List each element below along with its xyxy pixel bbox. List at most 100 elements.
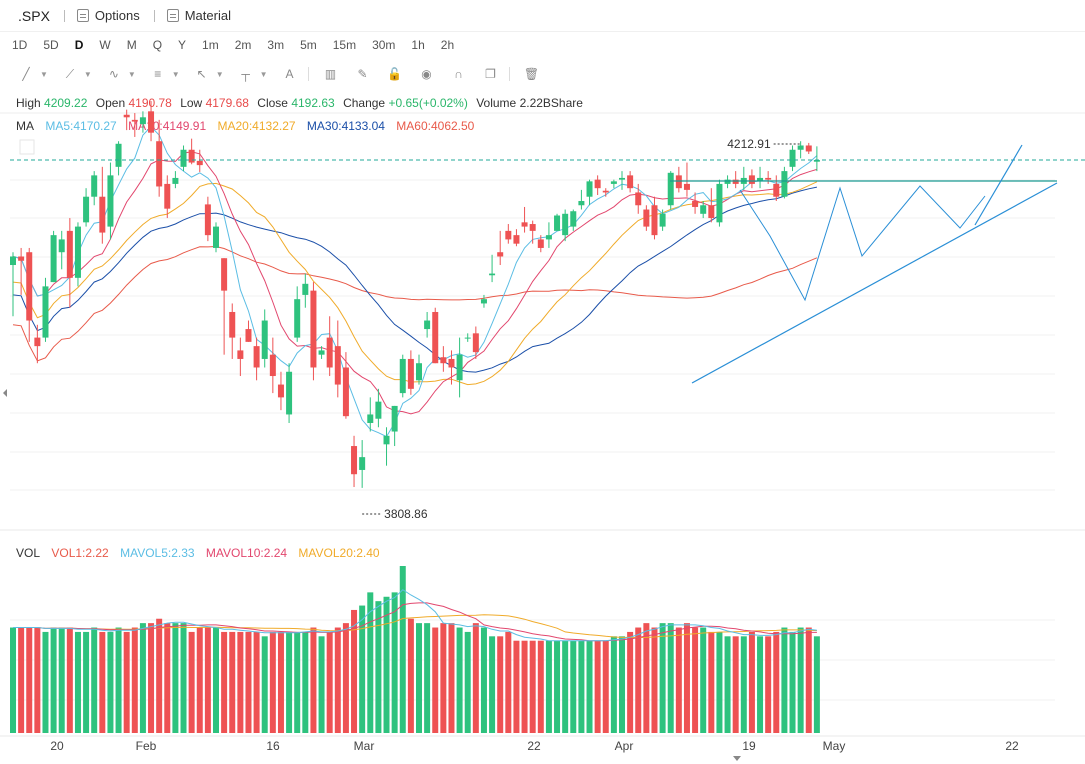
candle-body [578,200,585,206]
candle-body [10,256,16,266]
level-icon[interactable]: ┬ [241,67,250,81]
candle-body [773,183,780,197]
volume-bar [732,636,739,733]
close-label: Close [257,96,288,110]
pattern-drawing [739,185,986,302]
candle-body [659,213,666,227]
low-value: 4179.68 [205,96,249,110]
candle-body [115,143,122,167]
period-1d[interactable]: 1D [12,38,28,52]
period-5m[interactable]: 5m [300,38,317,52]
options-icon [76,9,89,22]
measure-icon[interactable]: ▥ [324,67,337,81]
options-button[interactable]: Options [76,8,140,23]
candle-body [213,226,219,248]
volume-bar [635,627,642,733]
dropdown-caret-icon[interactable]: ▼ [215,69,224,79]
drawing-toolbar: ╱ ▼ ⟋ ▼ ∿ ▼ ≡ ▼ ↖ ▼ ┬ ▼ A ▥ ✎ 🔓 ◉ ∩ ❐ 🗑 [18,62,556,86]
volume-bar [554,640,561,733]
volume-bar [724,636,731,733]
channel-icon[interactable]: ⟋ [65,67,75,81]
candle-body [505,230,512,240]
dropdown-caret-icon[interactable]: ▼ [83,69,92,79]
candle-body [708,205,715,219]
wave-icon[interactable]: ∿ [108,67,119,81]
volume-bar [74,631,81,733]
candle-body [351,446,358,475]
lock-icon[interactable]: 🔓 [387,67,402,81]
candle-body [294,299,301,338]
ohlc-readout: High 4209.22 Open 4190.78 Low 4179.68 Cl… [16,96,583,110]
low-label: Low [180,96,203,110]
period-30m[interactable]: 30m [372,38,396,52]
period-3m[interactable]: 3m [267,38,285,52]
volume-bar [367,592,374,733]
clone-icon[interactable]: ❐ [485,67,496,81]
candle-body [635,192,642,206]
candle-body [643,209,650,227]
volume-bar [83,631,90,733]
volume-bar [286,631,293,733]
period-1m[interactable]: 1m [202,38,219,52]
x-tick-label: 16 [266,739,280,753]
candle-body [757,177,764,182]
trend-line-icon[interactable]: ╱ [22,67,30,81]
dropdown-caret-icon[interactable]: ▼ [40,69,48,79]
trash-icon[interactable]: 🗑 [523,67,540,81]
dropdown-caret-icon[interactable]: ▼ [259,69,268,79]
volume-bar [773,631,780,733]
period-m[interactable]: M [126,38,137,52]
ma-label[interactable]: MA [16,119,34,133]
open-value: 4190.78 [128,96,172,110]
dropdown-caret-icon[interactable]: ▼ [127,69,136,79]
symbol-label[interactable]: .SPX [18,7,50,24]
candle-body [586,181,593,197]
volume-bar [659,623,666,733]
text-icon[interactable]: A [285,67,294,81]
candle-body [26,252,33,321]
candle-body [91,175,98,197]
collapse-box [19,139,35,155]
period-q[interactable]: Q [152,38,163,52]
volume-bar [115,627,122,733]
arrow-icon[interactable]: ↖ [196,67,207,81]
resize-handle[interactable] [733,756,741,761]
candle-body [334,346,341,385]
volume-bar [740,636,747,733]
material-button[interactable]: Material [166,8,231,23]
candle-body [148,111,155,133]
volume-bar [229,631,236,733]
volume-bar [123,631,130,733]
period-5d[interactable]: 5D [43,38,59,52]
candle-body [245,329,252,342]
toolbar-divider [153,9,155,22]
volume-bar [342,623,349,733]
candle-body [594,179,601,189]
eye-icon[interactable]: ◉ [421,67,432,81]
period-d[interactable]: D [74,38,84,52]
period-2m[interactable]: 2m [234,38,252,52]
fib-icon[interactable]: ≡ [154,67,162,81]
candle-body [683,183,690,190]
volume-bar [456,627,463,733]
period-2h[interactable]: 2h [440,38,455,52]
period-w[interactable]: W [99,38,111,52]
period-15m[interactable]: 15m [332,38,357,52]
candle-body [497,252,504,257]
period-y[interactable]: Y [178,38,187,52]
x-tick-label: Mar [354,739,375,753]
volume-bar [667,623,674,733]
collapse-left-handle[interactable] [3,389,7,397]
candle-body [318,350,325,355]
high-label: High [16,96,41,110]
volume-bar [545,640,552,733]
vol-label[interactable]: VOL [16,546,41,560]
dropdown-caret-icon[interactable]: ▼ [171,69,180,79]
period-1h[interactable]: 1h [411,38,425,52]
magnet-icon[interactable]: ∩ [454,67,463,81]
volume-bar [424,623,431,733]
x-tick-label: Feb [136,739,157,753]
candle-body [383,435,390,445]
pen-icon[interactable]: ✎ [357,67,368,81]
